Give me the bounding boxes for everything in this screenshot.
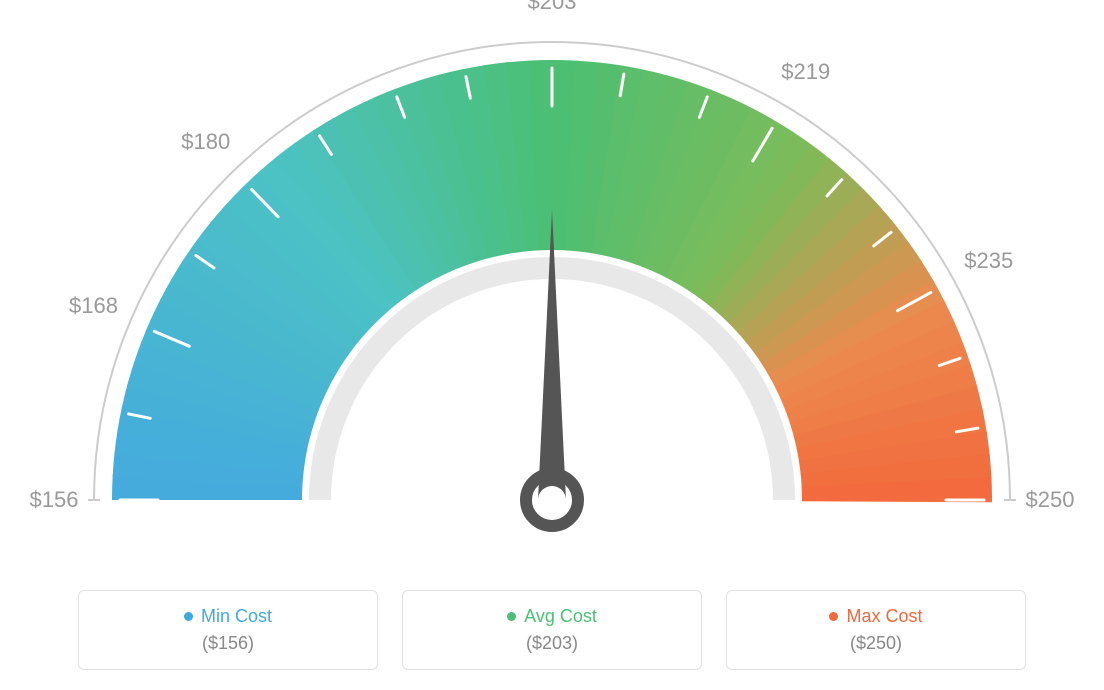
legend-max-title: Max Cost: [829, 606, 922, 627]
legend-card-avg: Avg Cost ($203): [402, 590, 702, 670]
legend-card-max: Max Cost ($250): [726, 590, 1026, 670]
legend-max-dot: [829, 612, 838, 621]
gauge-tick-label: $219: [781, 59, 830, 85]
gauge-tick-label: $180: [181, 129, 230, 155]
legend-card-min: Min Cost ($156): [78, 590, 378, 670]
legend-avg-label: Avg Cost: [524, 606, 597, 627]
gauge-svg: [0, 0, 1104, 560]
legend-min-value: ($156): [202, 633, 254, 654]
legend-min-title: Min Cost: [184, 606, 272, 627]
gauge-tick-label: $168: [69, 293, 118, 319]
legend-min-label: Min Cost: [201, 606, 272, 627]
legend-min-dot: [184, 612, 193, 621]
legend-avg-value: ($203): [526, 633, 578, 654]
gauge-tick-label: $156: [30, 487, 79, 513]
gauge-container: $156 $168 $180 $203 $219 $235 $250: [0, 0, 1104, 560]
legend-avg-dot: [507, 612, 516, 621]
legend-max-label: Max Cost: [846, 606, 922, 627]
legend-avg-title: Avg Cost: [507, 606, 597, 627]
gauge-tick-label: $250: [1026, 487, 1075, 513]
legend-max-value: ($250): [850, 633, 902, 654]
gauge-tick-label: $235: [964, 248, 1013, 274]
gauge-tick-label: $203: [528, 0, 577, 15]
legend-row: Min Cost ($156) Avg Cost ($203) Max Cost…: [78, 590, 1026, 670]
